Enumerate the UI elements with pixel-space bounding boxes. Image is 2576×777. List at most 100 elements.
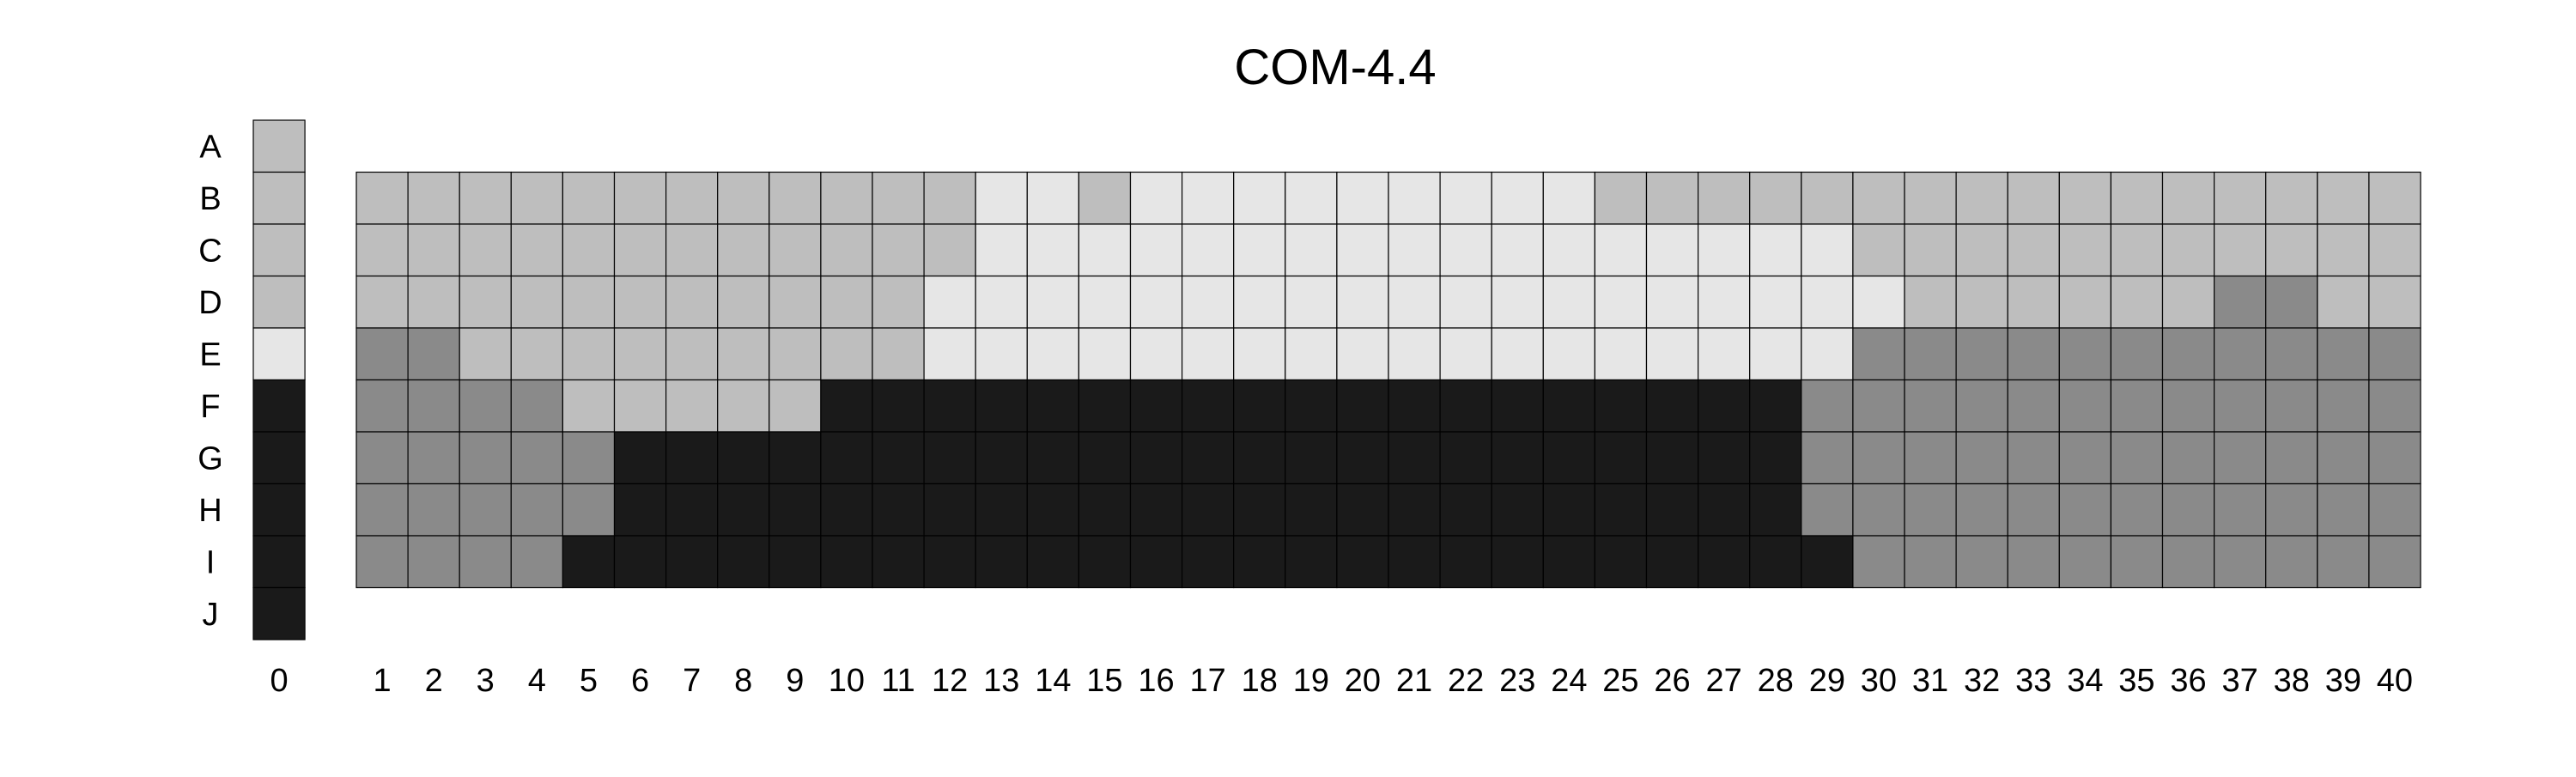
heatmap-cell xyxy=(1697,483,1751,537)
heatmap-cell xyxy=(717,535,770,589)
heatmap-cell xyxy=(1439,275,1492,329)
heatmap-cell xyxy=(1233,327,1286,381)
heatmap-cell xyxy=(1491,379,1544,433)
heatmap-cell xyxy=(613,327,667,381)
heatmap-cell xyxy=(613,223,667,277)
heatmap-cell xyxy=(1285,431,1338,485)
heatmap-cell xyxy=(820,379,873,433)
heatmap-cell xyxy=(2058,431,2112,485)
heatmap-cell xyxy=(1078,379,1132,433)
reference-cell xyxy=(252,483,306,537)
heatmap-cell xyxy=(769,431,822,485)
heatmap-cell xyxy=(1749,223,1802,277)
heatmap-cell xyxy=(1542,223,1596,277)
heatmap-cell xyxy=(1749,379,1802,433)
column-label: 33 xyxy=(2015,663,2051,699)
heatmap-cell xyxy=(769,275,822,329)
heatmap-cell xyxy=(1594,483,1648,537)
column-label: 25 xyxy=(1602,663,1638,699)
heatmap-cell xyxy=(1336,535,1389,589)
heatmap-cell xyxy=(665,431,719,485)
heatmap-cell xyxy=(665,535,719,589)
heatmap-cell xyxy=(459,171,512,225)
heatmap-cell xyxy=(820,223,873,277)
heatmap-cell xyxy=(2110,483,2164,537)
heatmap-cell xyxy=(2058,483,2112,537)
heatmap-cell xyxy=(1645,327,1699,381)
column-label: 32 xyxy=(1964,663,2000,699)
heatmap-cell xyxy=(1129,327,1183,381)
heatmap-cell xyxy=(2110,535,2164,589)
heatmap-cell xyxy=(1388,483,1441,537)
heatmap-cell xyxy=(613,431,667,485)
heatmap-cell xyxy=(1542,431,1596,485)
heatmap-cell xyxy=(1388,379,1441,433)
heatmap-cell xyxy=(1697,223,1751,277)
heatmap-cell xyxy=(2214,171,2267,225)
heatmap-cell xyxy=(1439,535,1492,589)
heatmap-cell xyxy=(1852,535,1905,589)
heatmap-cell xyxy=(1336,275,1389,329)
heatmap-cell xyxy=(1801,275,1854,329)
heatmap-cell xyxy=(510,483,563,537)
reference-cell xyxy=(252,171,306,225)
heatmap-cell xyxy=(975,275,1028,329)
heatmap-cell xyxy=(1801,327,1854,381)
heatmap-cell xyxy=(562,327,616,381)
heatmap-cell xyxy=(1801,483,1854,537)
heatmap-cell xyxy=(1904,223,1957,277)
heatmap-cell xyxy=(1285,379,1338,433)
heatmap-cell xyxy=(1594,275,1648,329)
heatmap-cell xyxy=(769,535,822,589)
heatmap-cell xyxy=(1542,171,1596,225)
heatmap-cell xyxy=(2110,431,2164,485)
heatmap-cell xyxy=(872,483,925,537)
column-label: 10 xyxy=(829,663,865,699)
heatmap-cell xyxy=(1285,171,1338,225)
heatmap-cell xyxy=(1904,379,1957,433)
heatmap-cell xyxy=(1955,327,2008,381)
heatmap-grid xyxy=(355,171,2421,589)
column-label: 30 xyxy=(1861,663,1897,699)
heatmap-cell xyxy=(1129,431,1183,485)
heatmap-cell xyxy=(1233,171,1286,225)
heatmap-cell xyxy=(717,223,770,277)
heatmap-cell xyxy=(923,171,976,225)
heatmap-cell xyxy=(355,483,409,537)
heatmap-cell xyxy=(717,431,770,485)
column-label: 20 xyxy=(1345,663,1381,699)
heatmap-cell xyxy=(1026,171,1080,225)
heatmap-cell xyxy=(923,535,976,589)
heatmap-cell xyxy=(1285,483,1338,537)
heatmap-cell xyxy=(665,275,719,329)
heatmap-cell xyxy=(2265,483,2318,537)
heatmap-cell xyxy=(1542,275,1596,329)
row-label: J xyxy=(203,597,219,633)
heatmap-cell xyxy=(1749,431,1802,485)
heatmap-cell xyxy=(1852,327,1905,381)
heatmap-cell xyxy=(1852,171,1905,225)
heatmap-cell xyxy=(1388,535,1441,589)
heatmap-cell xyxy=(975,379,1028,433)
heatmap-cell xyxy=(820,275,873,329)
heatmap-cell xyxy=(2110,275,2164,329)
heatmap-cell xyxy=(1439,431,1492,485)
heatmap-cell xyxy=(2007,223,2060,277)
row-label: C xyxy=(198,233,222,269)
heatmap-cell xyxy=(1852,223,1905,277)
column-label: 14 xyxy=(1035,663,1071,699)
heatmap-cell xyxy=(1697,171,1751,225)
heatmap-cell xyxy=(2161,535,2215,589)
heatmap-cell xyxy=(717,171,770,225)
heatmap-cell xyxy=(665,223,719,277)
heatmap-cell xyxy=(975,171,1028,225)
heatmap-cell xyxy=(1904,483,1957,537)
row-label: E xyxy=(199,337,221,373)
column-label: 28 xyxy=(1758,663,1794,699)
column-label: 26 xyxy=(1654,663,1690,699)
row-label: D xyxy=(198,285,222,321)
heatmap-cell xyxy=(2007,535,2060,589)
heatmap-cell xyxy=(1955,431,2008,485)
heatmap-cell xyxy=(2161,171,2215,225)
